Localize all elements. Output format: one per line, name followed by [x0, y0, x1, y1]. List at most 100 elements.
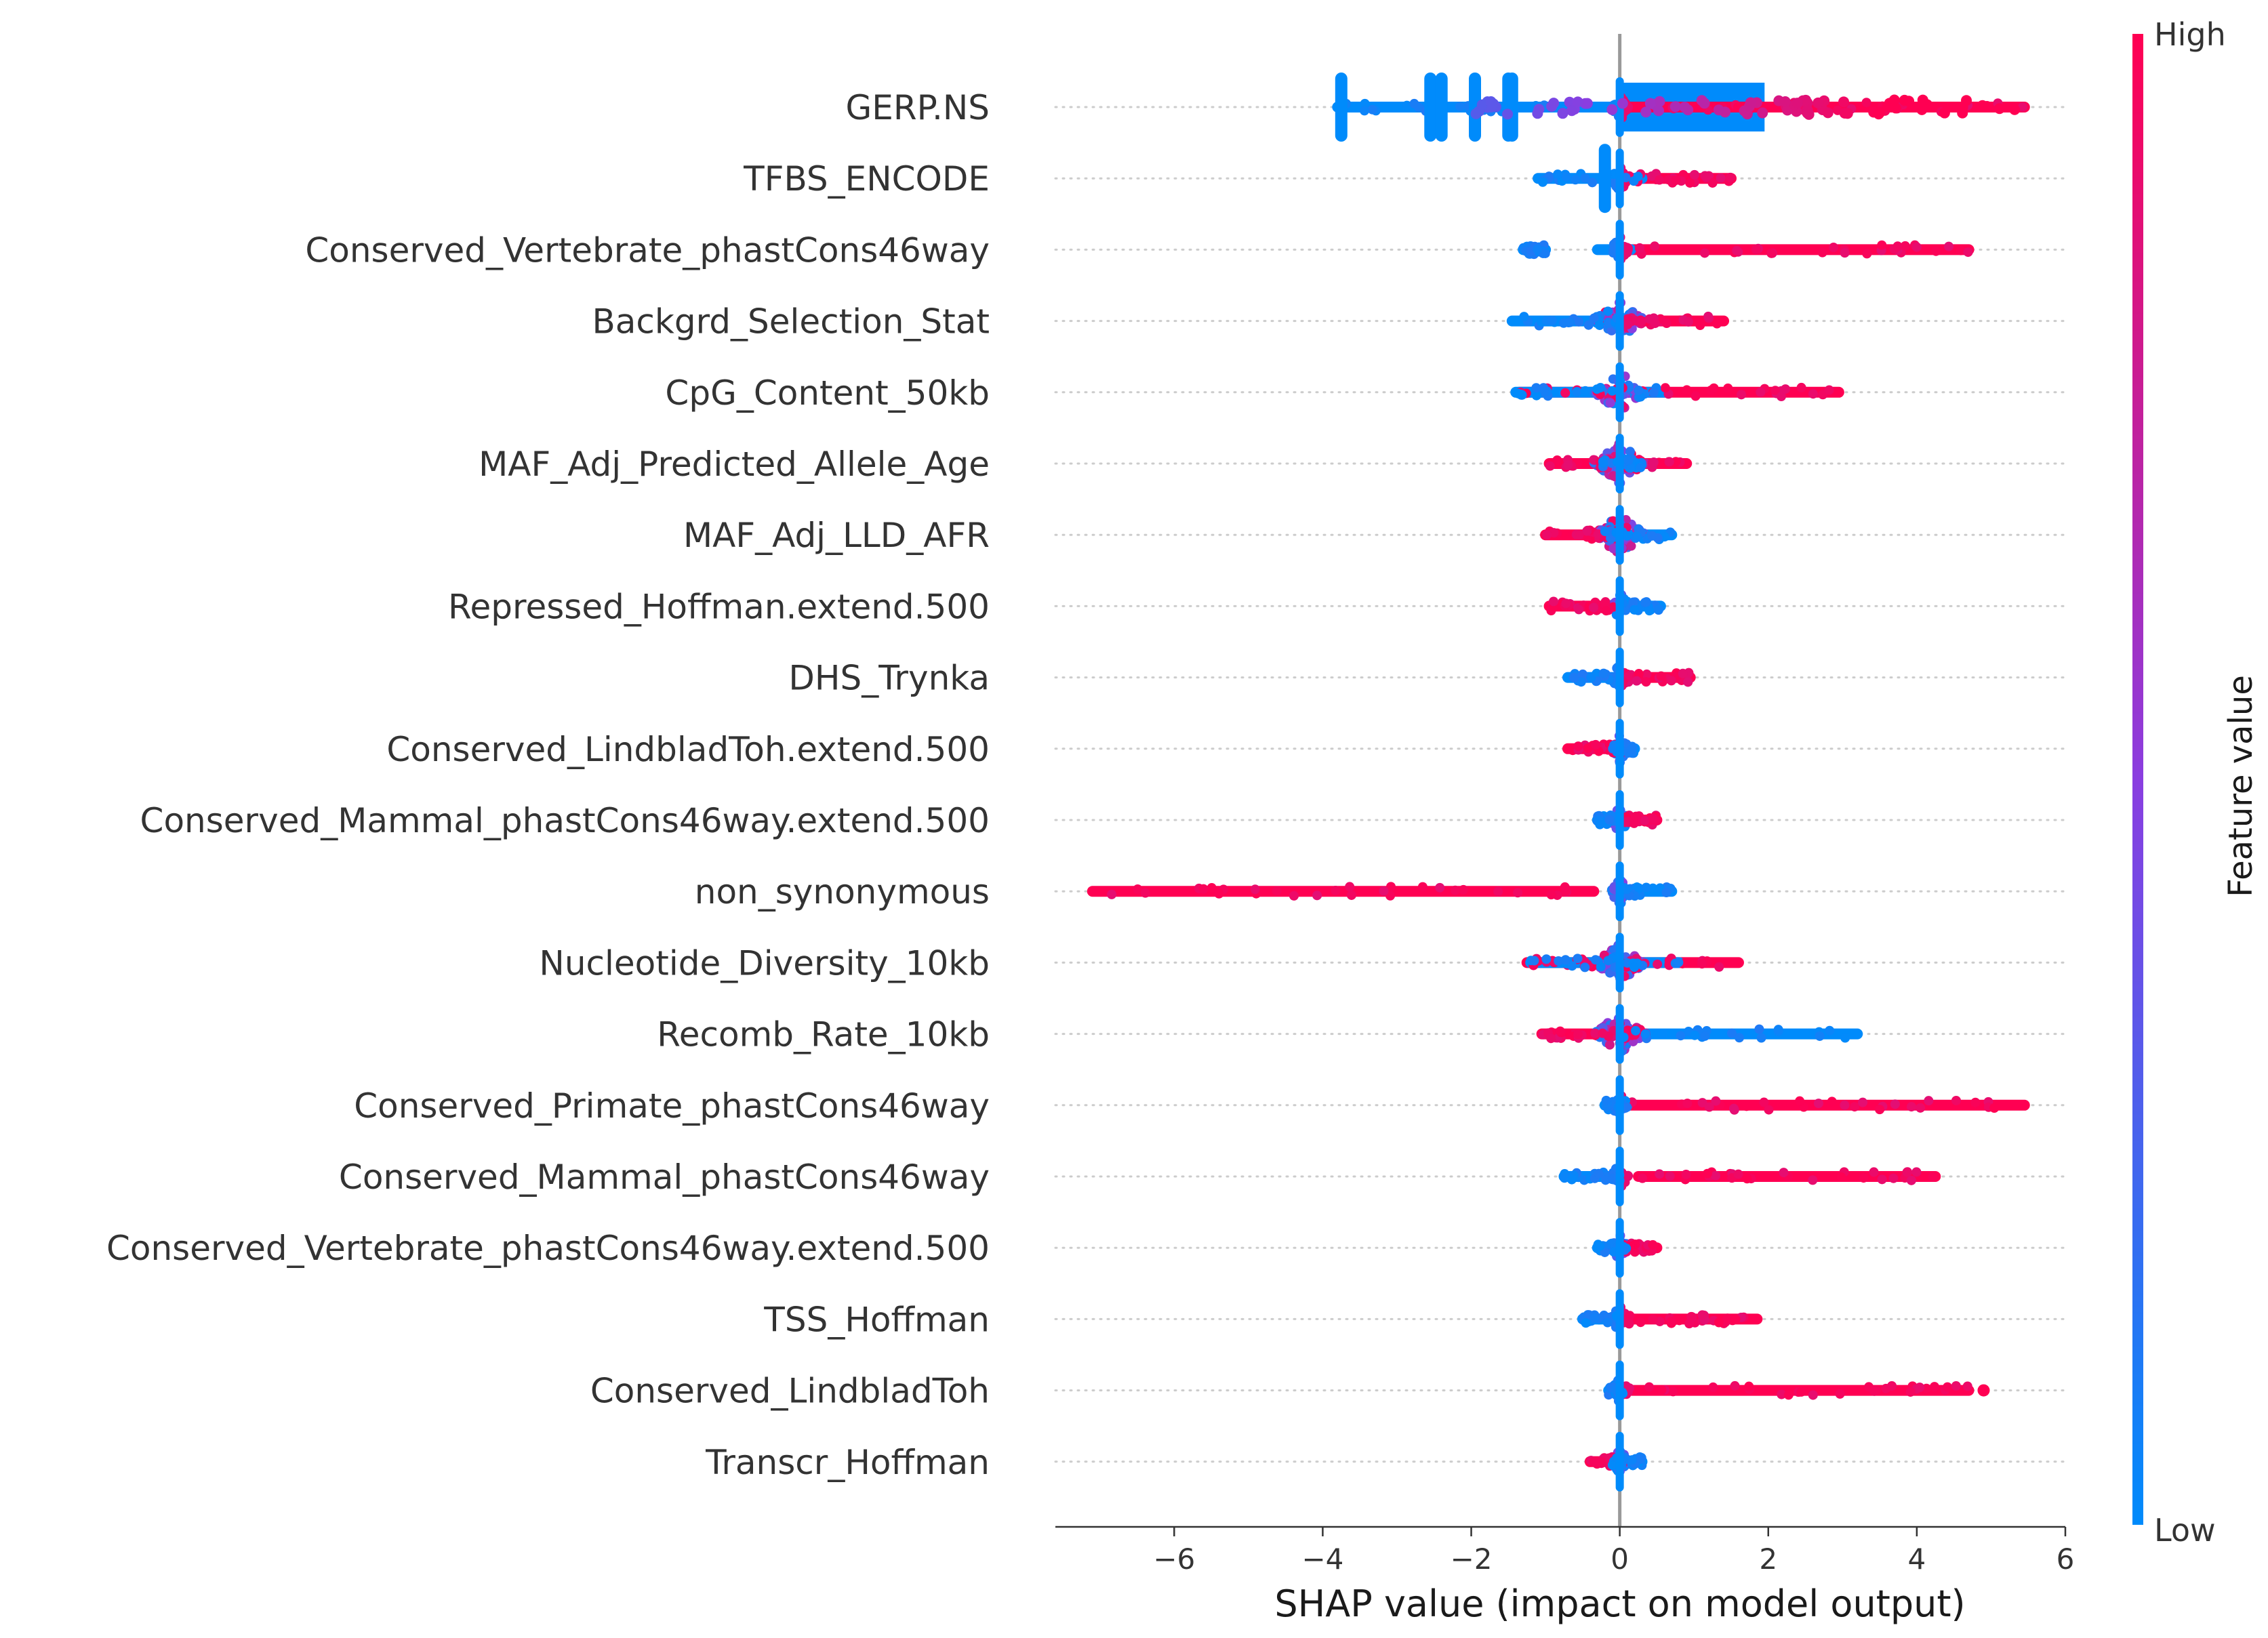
swarm-point: [1566, 105, 1577, 117]
low-point: [1623, 455, 1634, 466]
swarm-point: [1791, 98, 1803, 109]
swarm-point: [1682, 104, 1694, 116]
feature-row: [1599, 1075, 2030, 1135]
feature-label: Conserved_Mammal_phastCons46way: [339, 1158, 990, 1197]
high-point: [1636, 1317, 1646, 1328]
high-point: [1573, 741, 1583, 752]
swarm-point: [2009, 104, 2021, 115]
swarm-point: [1961, 95, 1972, 106]
low-point: [1633, 171, 1643, 182]
low-point: [1367, 104, 1377, 115]
high-point: [1733, 1169, 1743, 1179]
feature-label: Recomb_Rate_10kb: [657, 1015, 990, 1055]
feature-row: [1536, 1004, 1863, 1064]
high-point: [1435, 882, 1445, 893]
high-point: [1817, 247, 1827, 258]
high-point: [1657, 1385, 1667, 1395]
high-point: [1716, 173, 1726, 183]
high-point: [1574, 605, 1584, 615]
low-point: [1653, 604, 1663, 614]
low-point: [1572, 386, 1582, 396]
low-point: [1674, 958, 1684, 968]
colorbar-gradient: [2132, 34, 2143, 1525]
high-point: [1956, 245, 1966, 255]
high-point: [1450, 885, 1460, 895]
low-point: [1596, 962, 1606, 972]
high-point: [1723, 383, 1733, 393]
high-point: [1770, 386, 1781, 396]
high-point: [1944, 241, 1954, 251]
swarm-point: [1757, 107, 1768, 119]
high-point: [1892, 241, 1903, 251]
high-point: [1107, 889, 1117, 899]
low-point: [1360, 106, 1370, 116]
low-point: [1589, 1313, 1600, 1324]
high-point: [1916, 1103, 1926, 1113]
low-point: [1580, 173, 1590, 183]
swarm-point: [1874, 106, 1886, 118]
low-point: [1632, 531, 1642, 541]
low-point: [1625, 463, 1636, 473]
high-point: [1594, 1457, 1604, 1467]
high-point: [1796, 1387, 1806, 1397]
high-point: [1655, 1169, 1665, 1179]
high-point: [1642, 669, 1652, 679]
high-point: [1250, 884, 1260, 895]
feature-row: [1592, 1218, 1663, 1278]
low-point: [1607, 386, 1617, 396]
feature-row: [1332, 73, 2030, 142]
feature-label: Conserved_LindbladToh.extend.500: [386, 730, 990, 769]
low-point: [1589, 313, 1599, 323]
high-point: [1625, 1311, 1635, 1321]
low-point: [1569, 673, 1579, 683]
high-point: [1732, 245, 1742, 255]
high-point: [1714, 962, 1724, 972]
feature-labels: GERP.NS TFBS_ENCODE Conserved_Vertebrate_p…: [106, 88, 990, 1482]
high-point: [1601, 606, 1611, 616]
feature-row: [1562, 647, 1696, 708]
low-point: [1595, 819, 1605, 830]
high-point: [1951, 1095, 1961, 1105]
swarm-point: [1626, 541, 1636, 551]
high-point: [1644, 1382, 1655, 1392]
low-point: [1513, 388, 1523, 398]
low-point: [1561, 171, 1571, 182]
high-point: [1741, 1101, 1751, 1111]
high-point: [1813, 1099, 1823, 1109]
low-point: [1539, 387, 1549, 397]
high-point: [1714, 1317, 1724, 1328]
low-point: [1538, 177, 1548, 187]
high-point: [1737, 390, 1747, 400]
high-point: [1548, 596, 1558, 607]
low-point: [1531, 390, 1541, 401]
high-point: [1513, 888, 1523, 898]
high-point: [1589, 602, 1599, 613]
feature-row: [1533, 144, 1737, 213]
high-point: [1546, 890, 1556, 900]
high-point: [1712, 319, 1722, 329]
feature-label: CpG_Content_50kb: [665, 373, 990, 413]
high-point: [1647, 462, 1657, 472]
low-point: [1567, 961, 1577, 971]
high-point: [1906, 1102, 1916, 1112]
feature-label: Conserved_Vertebrate_phastCons46way: [305, 230, 990, 270]
colorbar-title: Feature value: [2222, 675, 2260, 897]
swarm-point: [1502, 108, 1514, 120]
high-point: [1756, 387, 1766, 397]
high-point: [1703, 311, 1714, 321]
swarm-point: [1957, 107, 1968, 119]
feature-label: Repressed_Hoffman.extend.500: [448, 587, 990, 626]
swarm-point: [1640, 106, 1652, 118]
high-point: [2017, 102, 2027, 112]
swarm-point: [1653, 105, 1665, 117]
high-point: [1728, 1103, 1739, 1113]
low-point: [1455, 102, 1465, 112]
high-point: [1685, 178, 1695, 188]
high-point: [1682, 1099, 1693, 1109]
high-point: [1198, 884, 1209, 894]
low-point: [1626, 744, 1636, 754]
high-point: [1656, 671, 1666, 681]
low-point: [1641, 597, 1651, 607]
high-point: [1636, 316, 1646, 327]
high-point: [1963, 247, 1973, 258]
